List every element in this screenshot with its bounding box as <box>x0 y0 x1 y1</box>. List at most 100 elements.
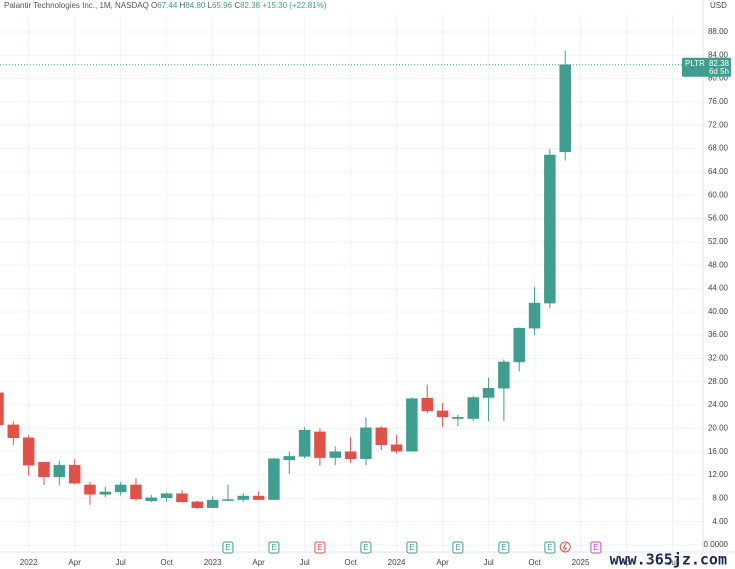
event-label: E <box>317 543 322 552</box>
candle-body <box>237 495 250 500</box>
event-marker <box>222 541 234 554</box>
price-tag-value: 82.38 <box>709 59 730 68</box>
x-tick-label: Jul <box>667 558 677 567</box>
y-tick-label: 8.00 <box>712 493 728 502</box>
ohlc-key: O <box>151 1 157 10</box>
x-tick-label: Apr <box>68 558 81 567</box>
x-tick-label: 2023 <box>204 558 222 567</box>
y-tick-label: 80.00 <box>708 74 729 83</box>
candle-body <box>329 451 342 458</box>
y-tick-label: 32.00 <box>708 354 729 363</box>
event-marker <box>360 541 372 554</box>
y-tick-label: 12.00 <box>708 470 729 479</box>
event-marker <box>406 541 418 554</box>
ohlc-value: 67.44 <box>157 1 178 10</box>
ohlc-value: 82.38 <box>240 1 261 10</box>
split-icon-bolt <box>562 542 568 552</box>
candle-body <box>252 495 265 500</box>
candle-body <box>406 398 418 452</box>
x-tick-label: Jul <box>299 558 309 567</box>
candle-body <box>559 64 571 153</box>
candle-body <box>145 497 158 501</box>
event-marker <box>590 541 602 554</box>
event-label: E <box>593 543 598 552</box>
candle-body <box>7 424 20 438</box>
event-marker <box>498 541 510 554</box>
x-tick-label: Jul <box>116 558 126 567</box>
y-tick-label: 72.00 <box>708 120 729 129</box>
x-tick-label: Oct <box>528 558 541 567</box>
ohlc-key: C <box>234 1 240 10</box>
x-tick-label: 2025 <box>572 558 590 567</box>
event-marker <box>314 541 326 554</box>
ohlc-value: 65.96 <box>212 1 233 10</box>
event-label: E <box>271 543 276 552</box>
split-icon <box>559 541 571 553</box>
x-tick-label: Apr <box>252 558 265 567</box>
event-label: E <box>455 543 460 552</box>
x-tick-label: Jul <box>483 558 493 567</box>
price-tag-countdown: 6d 5h <box>709 67 729 76</box>
candle-body <box>298 429 311 457</box>
candle-body <box>498 361 510 389</box>
candle-body <box>222 499 234 501</box>
candle-body <box>344 451 357 459</box>
grid <box>0 14 703 552</box>
candle-body <box>375 427 387 445</box>
candle-body <box>513 327 525 363</box>
event-label: E <box>547 543 552 552</box>
x-tick-label: 2022 <box>20 558 38 567</box>
candle-body <box>114 484 127 493</box>
y-tick-label: 4.00 <box>712 517 728 526</box>
currency: USD <box>710 1 727 10</box>
y-tick-label: 76.00 <box>708 97 729 106</box>
y-tick-label: 36.00 <box>708 330 729 339</box>
y-tick-label: 48.00 <box>708 260 729 269</box>
y-tick-label: 24.00 <box>708 400 729 409</box>
candle-body <box>467 397 479 419</box>
candle-body <box>314 431 326 458</box>
y-tick-label: 88.00 <box>708 27 729 36</box>
plot-area <box>0 50 703 509</box>
candle-body <box>84 484 96 495</box>
y-tick-label: 20.00 <box>708 424 729 433</box>
ohlc-key: L <box>208 1 213 10</box>
event-marker <box>268 541 280 554</box>
ohlc-value: 84.80 <box>185 1 206 10</box>
candle-body <box>482 387 495 398</box>
event-label: E <box>501 543 506 552</box>
x-tick-label: Oct <box>344 558 357 567</box>
event-marker <box>452 541 464 554</box>
candle-body <box>191 501 204 508</box>
legend-header: Palantir Technologies Inc., 1M, NASDAQ O… <box>4 1 327 10</box>
ohlc-key: H <box>180 1 186 10</box>
candle-body <box>268 458 280 500</box>
price-tag <box>682 57 731 77</box>
x-tick-label: Oct <box>160 558 173 567</box>
x-tick-label: Apr <box>436 558 449 567</box>
candle-body <box>421 397 433 412</box>
event-label: E <box>225 543 230 552</box>
candle-body <box>53 464 66 478</box>
change: +15.30 (+22.81%) <box>262 1 326 10</box>
candle-body <box>130 484 142 500</box>
event-label: E <box>409 543 414 552</box>
axes: 0.0000 4.00 8.00 12.00 16.00 20.00 24.00 28.00 3… <box>20 27 731 567</box>
candle-body <box>283 456 296 461</box>
y-tick-label: 0.0000 <box>704 540 729 549</box>
candle-body <box>22 437 35 466</box>
symbol-name: Palantir Technologies Inc., 1M, NASDAQ <box>4 1 149 10</box>
event-marker <box>544 541 556 554</box>
candle-body <box>0 392 4 426</box>
price-tag-symbol: PLTR <box>685 59 705 68</box>
y-tick-label: 68.00 <box>708 144 729 153</box>
y-tick-label: 56.00 <box>708 214 729 223</box>
candle-body <box>99 491 112 495</box>
y-tick-label: 60.00 <box>708 190 729 199</box>
x-tick-label: Apr <box>620 558 633 567</box>
candle-body <box>452 417 464 419</box>
candle-body <box>390 444 403 452</box>
y-tick-label: 52.00 <box>708 237 729 246</box>
